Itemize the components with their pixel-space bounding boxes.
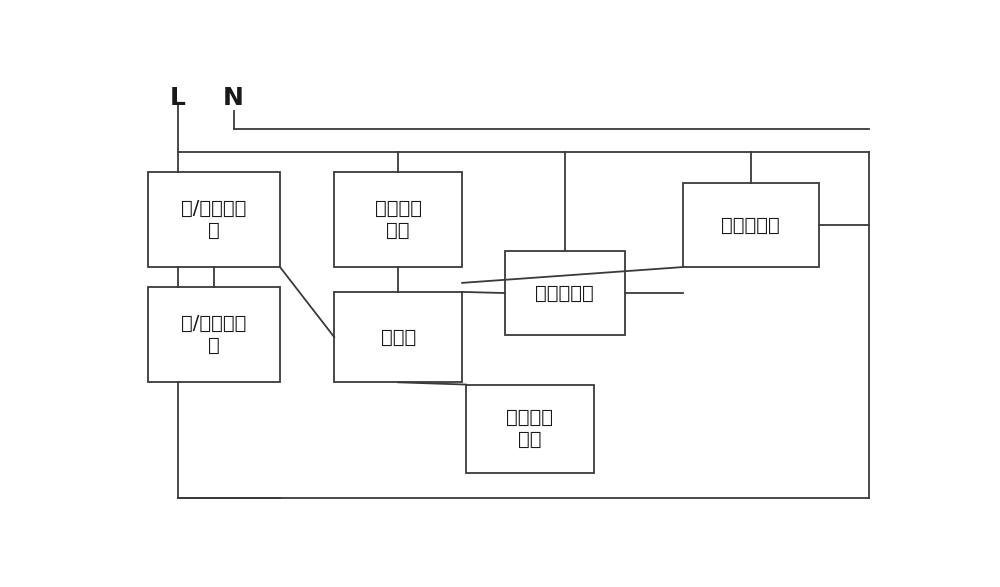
Bar	[334, 292, 462, 382]
Bar	[334, 172, 462, 267]
Bar	[148, 288, 280, 382]
Text: 处理器: 处理器	[381, 328, 416, 346]
Text: 脱扎驱动器: 脱扎驱动器	[535, 284, 594, 302]
Text: N: N	[223, 86, 244, 110]
Bar	[148, 172, 280, 267]
Text: 过零检测
电路: 过零检测 电路	[375, 199, 422, 240]
Text: 脱扎执行器: 脱扎执行器	[721, 216, 780, 235]
Text: 分/合闸驱动
器: 分/合闸驱动 器	[181, 199, 247, 240]
Bar	[505, 251, 625, 335]
Text: 电压采集
电路: 电压采集 电路	[506, 408, 553, 449]
Text: L: L	[170, 86, 186, 110]
Text: 分/合闸执行
器: 分/合闸执行 器	[181, 315, 247, 355]
Bar	[683, 183, 819, 267]
Bar	[466, 384, 594, 473]
